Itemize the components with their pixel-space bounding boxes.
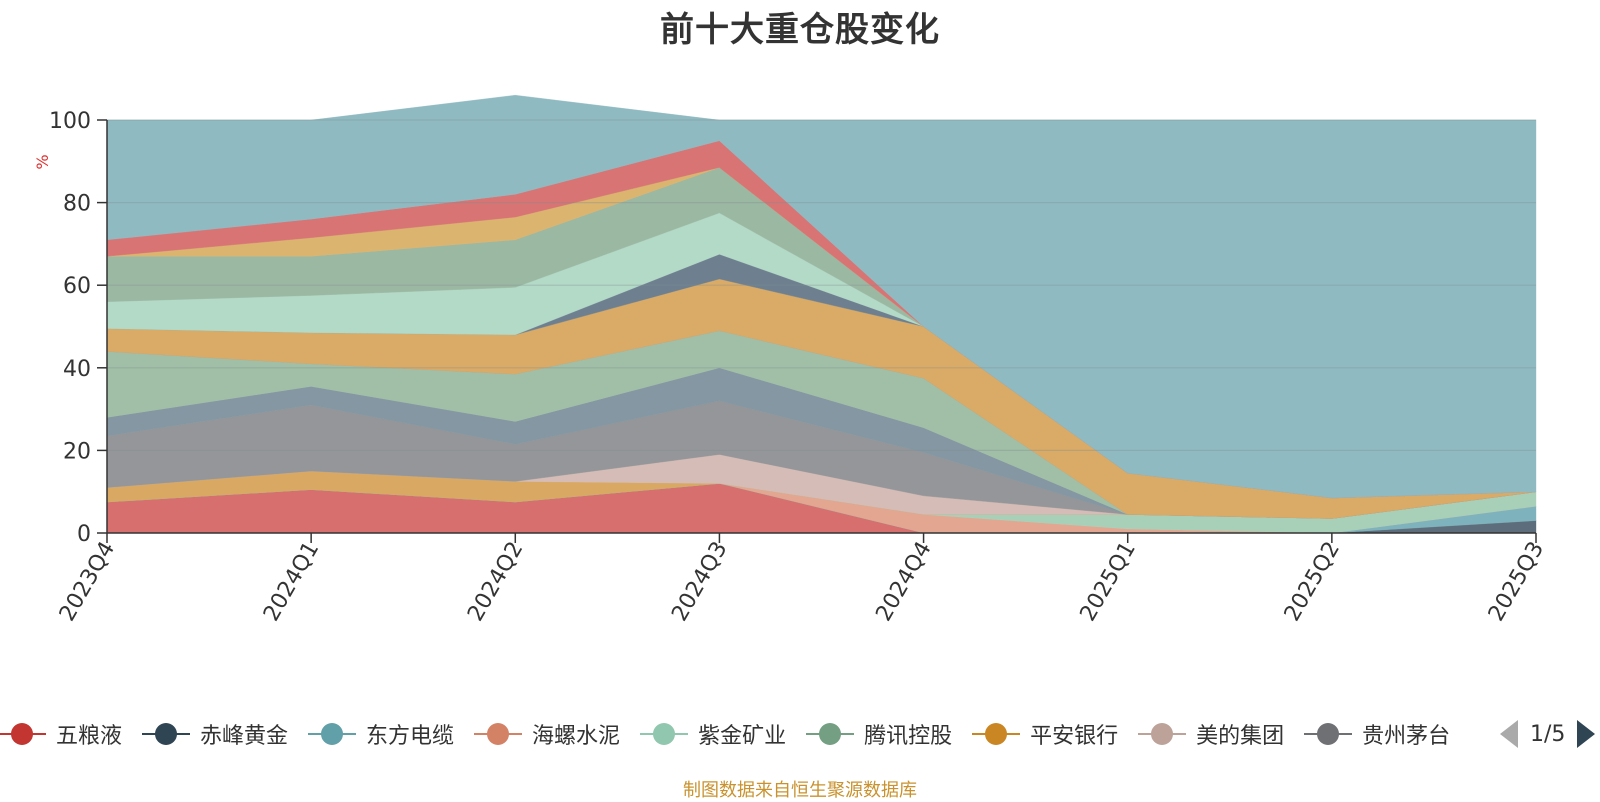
legend-marker-icon <box>1138 722 1187 746</box>
legend-item[interactable]: 腾讯控股 <box>806 712 952 756</box>
legend-marker-icon <box>142 722 191 746</box>
legend-label: 紫金矿业 <box>698 724 787 749</box>
legend-marker-icon <box>972 722 1021 746</box>
legend-marker-icon <box>1304 722 1353 746</box>
chart-plot: 0 20 40 60 80 100 2023Q4 2024Q1 2024Q2 2024Q3 2024… <box>33 94 1549 626</box>
legend-viewport: 五粮液 赤峰黄金 东方电缆 海螺水泥 紫金矿业 腾讯控股 平安银行 美的集团 贵州茅台 <box>0 712 1482 756</box>
x-tick-label-1: 2024Q1 <box>259 538 324 626</box>
y-tick-label-40: 40 <box>63 357 91 382</box>
area-series-18 <box>106 94 1537 499</box>
legend-label: 腾讯控股 <box>864 724 953 749</box>
chart-title: 前十大重仓股变化 <box>660 10 940 50</box>
y-axis-unit-label: % <box>33 154 52 169</box>
legend-next-page-icon[interactable] <box>1577 720 1596 748</box>
y-tick-label-0: 0 <box>77 522 91 547</box>
legend-item[interactable]: 紫金矿业 <box>640 712 786 756</box>
x-tick-label-7: 2025Q3 <box>1484 538 1549 626</box>
legend-item[interactable]: 贵州茅台 <box>1304 712 1450 756</box>
legend-item[interactable]: 东方电缆 <box>308 712 454 756</box>
legend-item[interactable]: 美的集团 <box>1138 712 1284 756</box>
legend-prev-page-icon[interactable] <box>1500 720 1518 748</box>
legend-marker-icon <box>0 722 46 746</box>
legend-marker-icon <box>640 722 689 746</box>
x-tick-label-2: 2024Q2 <box>463 538 528 626</box>
legend-label: 五粮液 <box>56 724 123 749</box>
grid-overlay <box>107 119 1536 451</box>
legend-label: 美的集团 <box>1196 724 1285 749</box>
legend-label: 平安银行 <box>1030 724 1119 749</box>
x-tick-label-0: 2023Q4 <box>55 538 120 626</box>
stacked-areas <box>106 94 1537 534</box>
legend-label: 贵州茅台 <box>1362 724 1451 749</box>
x-tick-label-3: 2024Q3 <box>667 538 732 626</box>
y-tick-label-60: 60 <box>63 274 91 299</box>
y-tick-label-100: 100 <box>49 109 91 134</box>
legend-pager: 1/5 <box>1500 712 1596 756</box>
x-tick-label-6: 2025Q2 <box>1280 538 1345 626</box>
legend-marker-icon <box>474 722 523 746</box>
legend-label: 赤峰黄金 <box>200 724 289 749</box>
legend-marker-icon <box>308 722 357 746</box>
legend-item[interactable]: 海螺水泥 <box>474 712 620 756</box>
legend: 五粮液 赤峰黄金 东方电缆 海螺水泥 紫金矿业 腾讯控股 平安银行 美的集团 贵州茅台 1/5 <box>0 712 1600 756</box>
y-tick-label-20: 20 <box>63 439 91 464</box>
legend-page-indicator: 1/5 <box>1530 721 1566 747</box>
legend-item[interactable]: 五粮液 <box>0 712 122 756</box>
legend-label: 海螺水泥 <box>532 724 621 749</box>
legend-label: 东方电缆 <box>366 724 455 749</box>
legend-item[interactable]: 赤峰黄金 <box>142 712 288 756</box>
source-note: 制图数据来自恒生聚源数据库 <box>683 780 917 801</box>
x-tick-label-5: 2025Q1 <box>1076 538 1141 626</box>
y-tick-label-80: 80 <box>63 192 91 217</box>
x-tick-label-4: 2024Q4 <box>871 538 936 626</box>
legend-item[interactable]: 平安银行 <box>972 712 1118 756</box>
legend-marker-icon <box>806 722 855 746</box>
